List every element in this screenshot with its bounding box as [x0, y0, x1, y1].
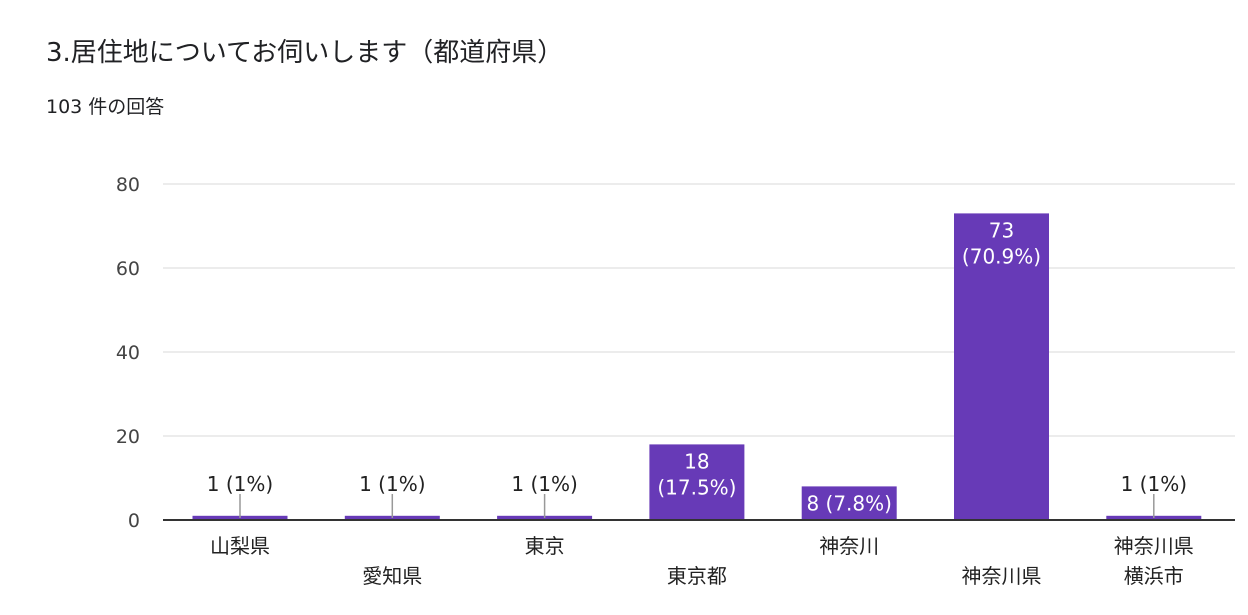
data-label: (70.9%) — [962, 244, 1041, 268]
x-category-label: 山梨県 — [210, 534, 270, 558]
y-tick-label: 40 — [116, 342, 140, 364]
data-label: 1 (1%) — [1121, 472, 1187, 496]
data-label: 73 — [989, 218, 1014, 242]
data-label: 18 — [684, 449, 709, 473]
data-label: 1 (1%) — [207, 472, 273, 496]
data-label: 8 (7.8%) — [806, 491, 892, 515]
data-label: 1 (1%) — [511, 472, 577, 496]
y-tick-label: 0 — [128, 510, 140, 532]
data-label: (17.5%) — [657, 475, 736, 499]
x-category-label: 東京都 — [667, 564, 727, 588]
chart-title: 3.居住地についてお伺いします（都道府県） — [46, 38, 564, 68]
response-count: 103 件の回答 — [46, 96, 165, 118]
x-category-label: 東京 — [525, 534, 565, 558]
x-category-label: 神奈川県 — [1114, 534, 1194, 558]
x-category-label: 横浜市 — [1124, 564, 1184, 588]
y-tick-label: 80 — [116, 174, 140, 196]
y-tick-label: 20 — [116, 426, 140, 448]
bar — [801, 486, 897, 520]
bar — [649, 444, 745, 520]
x-category-label: 神奈川県 — [962, 564, 1042, 588]
x-category-label: 神奈川 — [819, 534, 879, 558]
y-tick-label: 60 — [116, 258, 140, 280]
x-category-label: 愛知県 — [362, 564, 422, 588]
data-label: 1 (1%) — [359, 472, 425, 496]
bar — [954, 213, 1049, 520]
